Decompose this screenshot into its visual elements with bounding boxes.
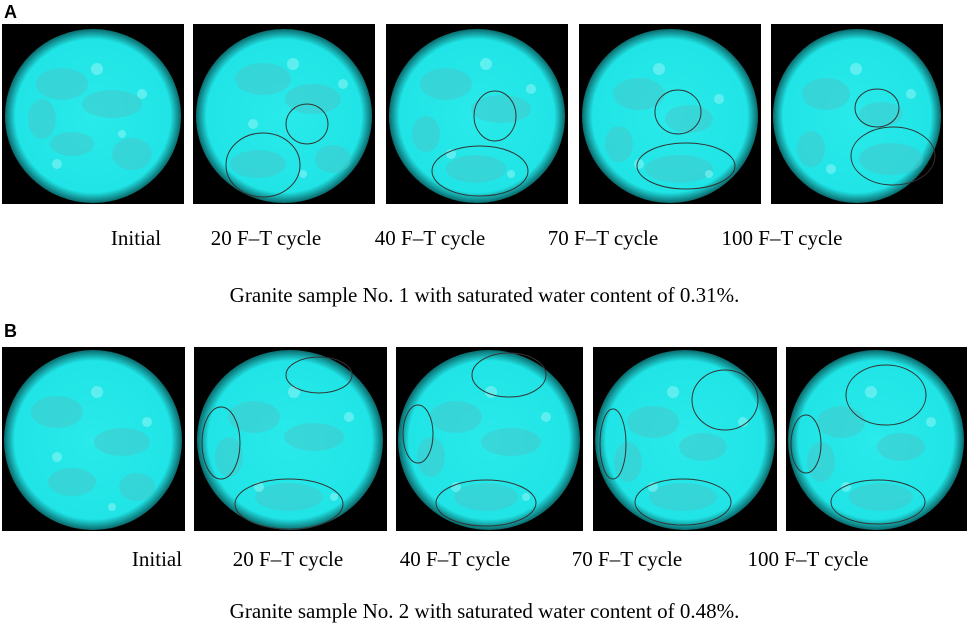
sample-caption-b: Granite sample No. 2 with saturated wate… <box>229 599 740 623</box>
caption-20-cycle: 20 F–T cycle <box>232 547 344 571</box>
sample-image-a-40 <box>386 24 568 204</box>
sample-image-a-20 <box>193 24 375 204</box>
sample-caption-a: Granite sample No. 1 with saturated wate… <box>229 283 740 307</box>
caption-row-b: Initial 20 F–T cycle 40 F–T cycle 70 F–T… <box>0 544 969 574</box>
panel-letter-b: B <box>4 321 17 341</box>
sample-image-b-70 <box>593 347 777 531</box>
sample-image-a-70 <box>579 24 761 204</box>
panel-letter-a: A <box>4 2 17 22</box>
sample-image-b-100 <box>786 347 967 531</box>
sample-image-b-20 <box>194 347 387 531</box>
caption-row-a: Initial 20 F–T cycle 40 F–T cycle 70 F–T… <box>0 223 969 253</box>
sample-image-b-initial <box>2 347 185 531</box>
caption-100-cycle: 100 F–T cycle <box>747 547 869 571</box>
sample-image-b-40 <box>396 347 583 531</box>
caption-20-cycle: 20 F–T cycle <box>210 226 322 250</box>
sample-image-a-100 <box>771 24 943 204</box>
caption-100-cycle: 100 F–T cycle <box>721 226 843 250</box>
caption-initial: Initial <box>131 547 183 571</box>
caption-initial: Initial <box>110 226 162 250</box>
sample-image-a-initial <box>2 24 184 204</box>
caption-40-cycle: 40 F–T cycle <box>374 226 486 250</box>
caption-70-cycle: 70 F–T cycle <box>571 547 683 571</box>
caption-40-cycle: 40 F–T cycle <box>399 547 511 571</box>
caption-70-cycle: 70 F–T cycle <box>547 226 659 250</box>
